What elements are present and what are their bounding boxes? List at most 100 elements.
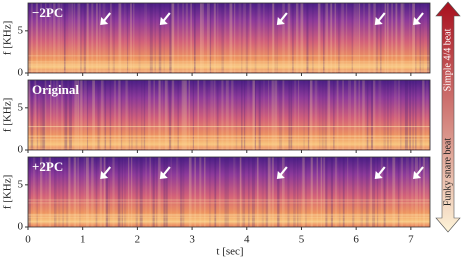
- texture: [245, 3, 249, 73]
- texture: [261, 157, 264, 227]
- texture: [213, 80, 216, 150]
- texture: [28, 202, 430, 204]
- y-tick-label: 5: [18, 101, 24, 113]
- texture: [158, 80, 161, 150]
- texture: [248, 157, 250, 227]
- texture: [338, 3, 340, 73]
- texture: [303, 80, 305, 150]
- texture: [121, 157, 123, 227]
- texture: [422, 157, 426, 227]
- texture: [131, 80, 133, 150]
- texture: [305, 157, 307, 227]
- texture: [183, 80, 187, 150]
- texture: [294, 80, 297, 150]
- texture: [239, 157, 242, 227]
- panel-frame: [27, 2, 431, 74]
- texture: [360, 157, 364, 227]
- texture: [419, 80, 423, 150]
- y-axis-label: f [KHz]: [2, 98, 14, 133]
- texture: [290, 80, 293, 150]
- texture: [77, 157, 80, 227]
- texture: [149, 157, 151, 227]
- texture: [28, 216, 430, 218]
- texture: [181, 80, 185, 150]
- texture: [80, 80, 83, 150]
- texture: [363, 3, 365, 73]
- texture: [169, 80, 172, 150]
- texture: [36, 157, 38, 227]
- texture: [199, 3, 203, 73]
- texture: [345, 3, 348, 73]
- texture: [124, 3, 126, 73]
- arrow-head: [276, 17, 285, 25]
- texture: [112, 157, 115, 227]
- texture: [97, 80, 100, 150]
- texture: [252, 80, 256, 150]
- texture: [188, 80, 191, 150]
- texture: [103, 157, 106, 227]
- texture: [323, 157, 326, 227]
- texture: [28, 213, 430, 215]
- texture: [426, 80, 428, 150]
- texture: [36, 80, 39, 150]
- texture: [234, 3, 236, 73]
- texture: [302, 157, 305, 227]
- texture: [107, 3, 110, 73]
- texture: [138, 3, 141, 73]
- texture: [327, 80, 331, 150]
- texture: [320, 157, 323, 227]
- texture: [338, 157, 341, 227]
- texture: [139, 157, 143, 227]
- texture: [28, 55, 430, 57]
- texture: [64, 80, 68, 150]
- x-tick-label: 0: [25, 234, 31, 246]
- texture: [422, 3, 424, 73]
- texture: [319, 80, 321, 150]
- texture: [194, 157, 196, 227]
- texture: [68, 3, 71, 73]
- y-tick-label: 5: [18, 178, 24, 190]
- texture: [395, 3, 398, 73]
- texture: [102, 3, 106, 73]
- texture: [60, 3, 63, 73]
- texture: [276, 3, 278, 73]
- texture: [263, 80, 265, 150]
- texture: [32, 157, 36, 227]
- texture: [233, 157, 236, 227]
- texture: [44, 80, 47, 150]
- texture: [386, 3, 389, 73]
- texture: [132, 3, 135, 73]
- arrow-head: [374, 171, 383, 179]
- texture: [297, 157, 299, 227]
- texture: [77, 80, 80, 150]
- texture: [368, 3, 371, 73]
- texture: [188, 157, 192, 227]
- texture: [330, 157, 333, 227]
- texture: [79, 157, 81, 227]
- texture: [113, 80, 116, 150]
- texture: [333, 80, 335, 150]
- texture: [135, 157, 138, 227]
- texture: [110, 3, 112, 73]
- texture: [213, 3, 216, 73]
- spectrogram: [28, 3, 430, 73]
- texture: [50, 80, 52, 150]
- texture: [144, 3, 148, 73]
- texture: [30, 80, 34, 150]
- texture: [252, 157, 255, 227]
- texture: [206, 80, 209, 150]
- texture: [45, 157, 48, 227]
- panel-label: +2PC: [32, 159, 63, 174]
- texture: [57, 3, 61, 73]
- texture: [108, 157, 111, 227]
- texture: [42, 80, 46, 150]
- texture: [45, 3, 47, 73]
- texture: [99, 3, 101, 73]
- texture: [155, 157, 158, 227]
- texture: [53, 80, 55, 150]
- texture: [28, 214, 430, 216]
- texture: [74, 80, 78, 150]
- texture: [274, 3, 277, 73]
- texture: [316, 157, 318, 227]
- texture: [287, 3, 291, 73]
